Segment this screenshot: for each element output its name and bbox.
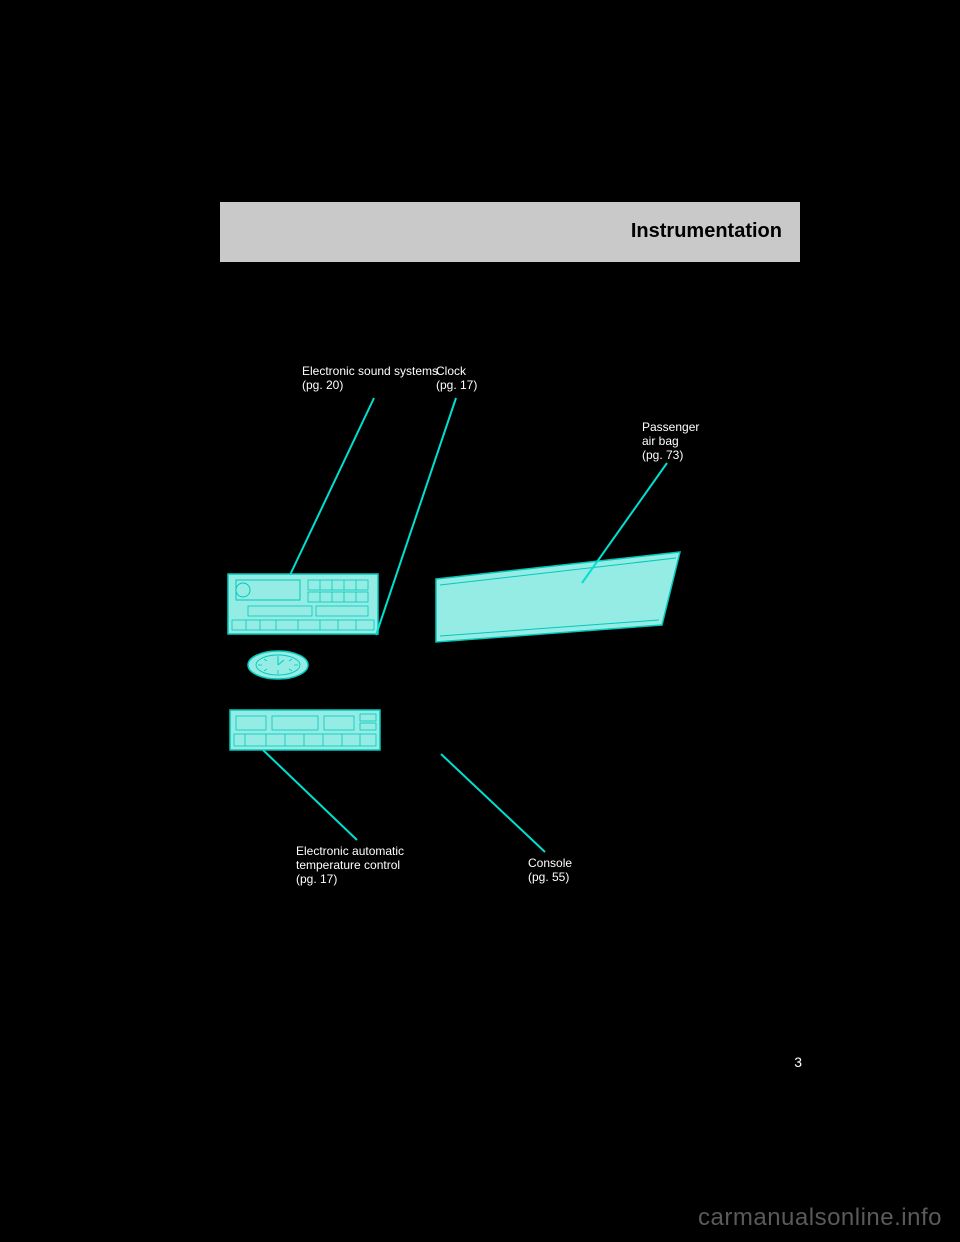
- clock-icon: [248, 651, 308, 679]
- label-electronic-sound-systems: Electronic sound systems (pg. 20): [302, 364, 438, 392]
- page-number: 3: [794, 1054, 802, 1070]
- label-passenger-airbag: Passenger air bag (pg. 73): [642, 420, 699, 462]
- label-clock: Clock (pg. 17): [436, 364, 477, 392]
- label-climate-control: Electronic automatic temperature control…: [296, 844, 404, 886]
- watermark: carmanualsonline.info: [698, 1204, 942, 1232]
- climate-icon: [230, 710, 380, 750]
- label-console: Console (pg. 55): [528, 856, 572, 884]
- airbag-panel-icon: [436, 552, 680, 642]
- diagram-svg: [140, 140, 820, 1080]
- document-page: Instrumentation: [140, 140, 820, 1080]
- radio-icon: [228, 574, 378, 634]
- page-wrap: Instrumentation: [0, 0, 960, 1242]
